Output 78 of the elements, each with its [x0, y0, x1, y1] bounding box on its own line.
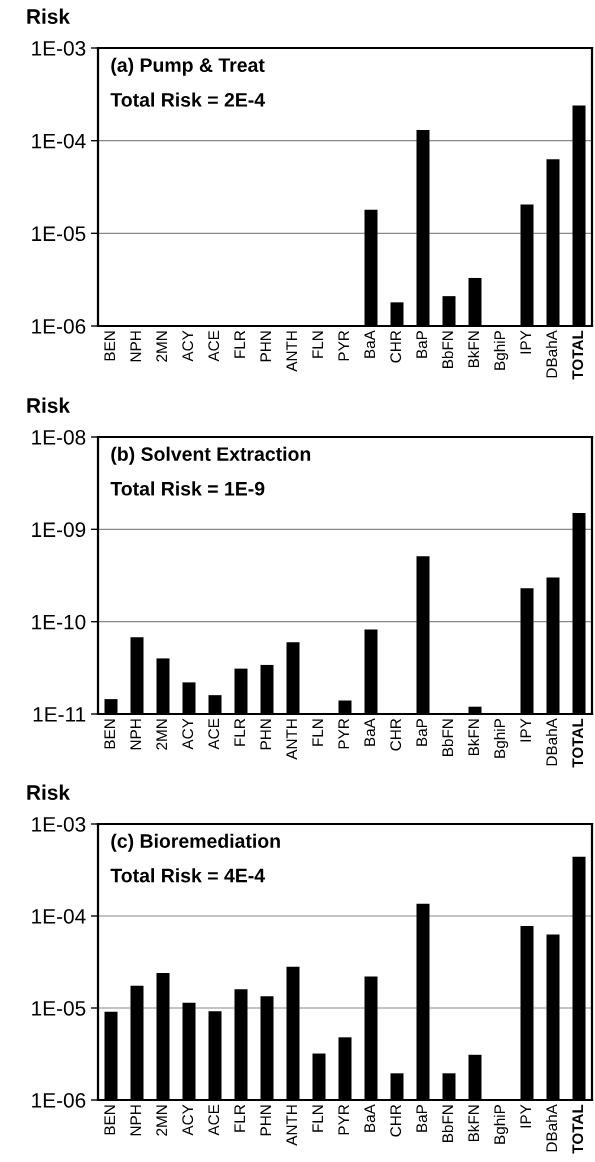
y-axis-title: Risk: [27, 784, 71, 800]
y-tick-label: 1E-08: [32, 430, 86, 445]
x-tick-label: ACE: [208, 330, 220, 362]
y-tick-label: 1E-09: [32, 522, 86, 538]
y-tick-label: 1E-10: [32, 614, 86, 630]
x-tick-label: ACY: [182, 1104, 194, 1136]
x-tick-label: ACE: [208, 1104, 220, 1136]
x-tick-label: BaA: [364, 1104, 376, 1132]
x-tick-label: FLN: [312, 719, 323, 746]
x-tick-label: PHN: [260, 1105, 271, 1136]
x-tick-label: TOTAL: [572, 330, 584, 380]
chart-title: (c) Bioremediation: [111, 833, 280, 852]
x-tick-label: FLN: [312, 331, 323, 358]
chart-title: (b) Solvent Extraction: [111, 446, 311, 465]
x-tick-label: CHR: [390, 330, 402, 363]
x-tick-label: BbFN: [441, 719, 454, 756]
y-tick-label: 1E-05: [32, 226, 86, 242]
y-tick-label: 1E-03: [32, 817, 86, 832]
x-tick-label: BbFN: [441, 331, 454, 368]
y-tick-label: 1E-06: [32, 1093, 86, 1108]
x-tick-label: ACE: [208, 718, 220, 750]
y-axis-title: Risk: [27, 8, 71, 24]
x-tick-label: ANTH: [286, 331, 297, 372]
x-tick-label: ANTH: [286, 719, 297, 760]
x-tick-label: FLR: [234, 1104, 245, 1132]
x-tick-label: DBahA: [545, 718, 558, 766]
y-tick-label: 1E-04: [32, 909, 86, 924]
x-tick-label: PYR: [338, 330, 349, 361]
x-tick-label: BkFN: [467, 331, 479, 368]
x-tick-label: 2MN: [156, 719, 167, 750]
x-tick-label: NPH: [130, 1105, 141, 1136]
x-tick-label: NPH: [130, 719, 141, 750]
y-tick-label: 1E-04: [32, 133, 86, 149]
x-tick-label: BaP: [416, 1104, 428, 1132]
x-tick-label: PHN: [260, 331, 271, 362]
x-tick-label: TOTAL: [572, 1104, 584, 1154]
x-tick-label: IPY: [520, 330, 531, 354]
y-tick-label: 1E-11: [33, 707, 86, 722]
y-axis-title: Risk: [27, 397, 71, 413]
x-tick-label: DBahA: [545, 1104, 558, 1152]
x-tick-label: ACY: [182, 718, 194, 750]
x-tick-label: ACY: [182, 330, 194, 362]
x-tick-label: NPH: [130, 331, 141, 362]
x-tick-label: BghiP: [493, 1104, 509, 1144]
x-tick-label: BghiP: [493, 330, 509, 370]
text: Total Risk = 2E-4: [110, 92, 265, 107]
x-tick-label: PYR: [338, 1104, 349, 1135]
x-tick-label: IPY: [520, 718, 531, 742]
x-tick-label: FLN: [312, 1105, 323, 1132]
x-tick-label: BaA: [364, 330, 376, 358]
x-tick-label: BaP: [416, 718, 428, 746]
x-tick-label: PYR: [338, 718, 349, 749]
chart-title: (a) Pump & Treat: [111, 57, 265, 76]
x-tick-label: BghiP: [493, 718, 509, 758]
x-tick-label: FLR: [234, 718, 245, 746]
x-tick-label: 2MN: [156, 331, 167, 362]
y-tick-label: 1E-03: [32, 41, 86, 56]
x-tick-label: CHR: [390, 718, 402, 751]
x-tick-label: ANTH: [286, 1105, 297, 1146]
x-tick-label: IPY: [520, 1104, 531, 1128]
text: Total Risk = 1E-9: [110, 481, 265, 496]
x-tick-label: DBahA: [545, 330, 558, 378]
x-tick-label: BkFN: [467, 1105, 479, 1142]
y-tick-label: 1E-05: [32, 1001, 86, 1016]
x-tick-label: BEN: [104, 1105, 115, 1135]
x-tick-label: BEN: [104, 331, 115, 361]
x-tick-label: PHN: [260, 719, 271, 750]
x-tick-label: TOTAL: [572, 718, 584, 768]
y-tick-label: 1E-06: [32, 319, 86, 334]
x-tick-label: 2MN: [156, 1105, 167, 1136]
x-tick-label: BaP: [416, 330, 428, 358]
x-tick-label: FLR: [234, 330, 245, 358]
x-tick-label: BkFN: [467, 719, 479, 756]
x-tick-label: CHR: [390, 1104, 402, 1137]
text: Total Risk = 4E-4: [110, 868, 265, 883]
x-tick-label: BEN: [104, 719, 115, 749]
x-tick-label: BaA: [364, 718, 376, 746]
x-tick-label: BbFN: [441, 1105, 454, 1142]
